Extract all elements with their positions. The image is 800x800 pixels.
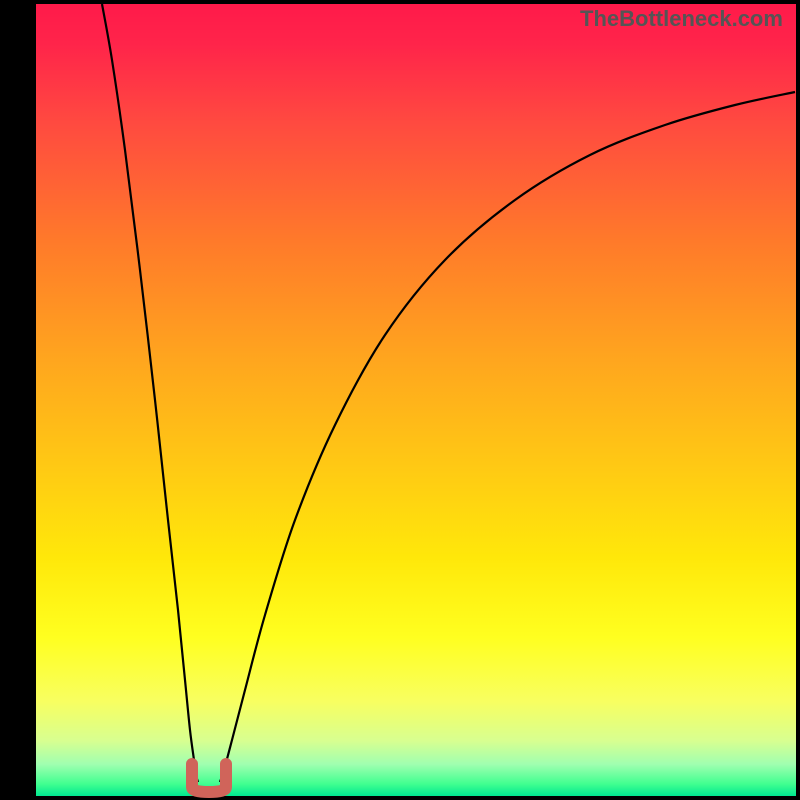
- chart-container: TheBottleneck.com: [0, 0, 800, 800]
- watermark-text: TheBottleneck.com: [580, 6, 783, 32]
- chart-svg: [0, 0, 800, 800]
- gradient-background: [36, 4, 796, 796]
